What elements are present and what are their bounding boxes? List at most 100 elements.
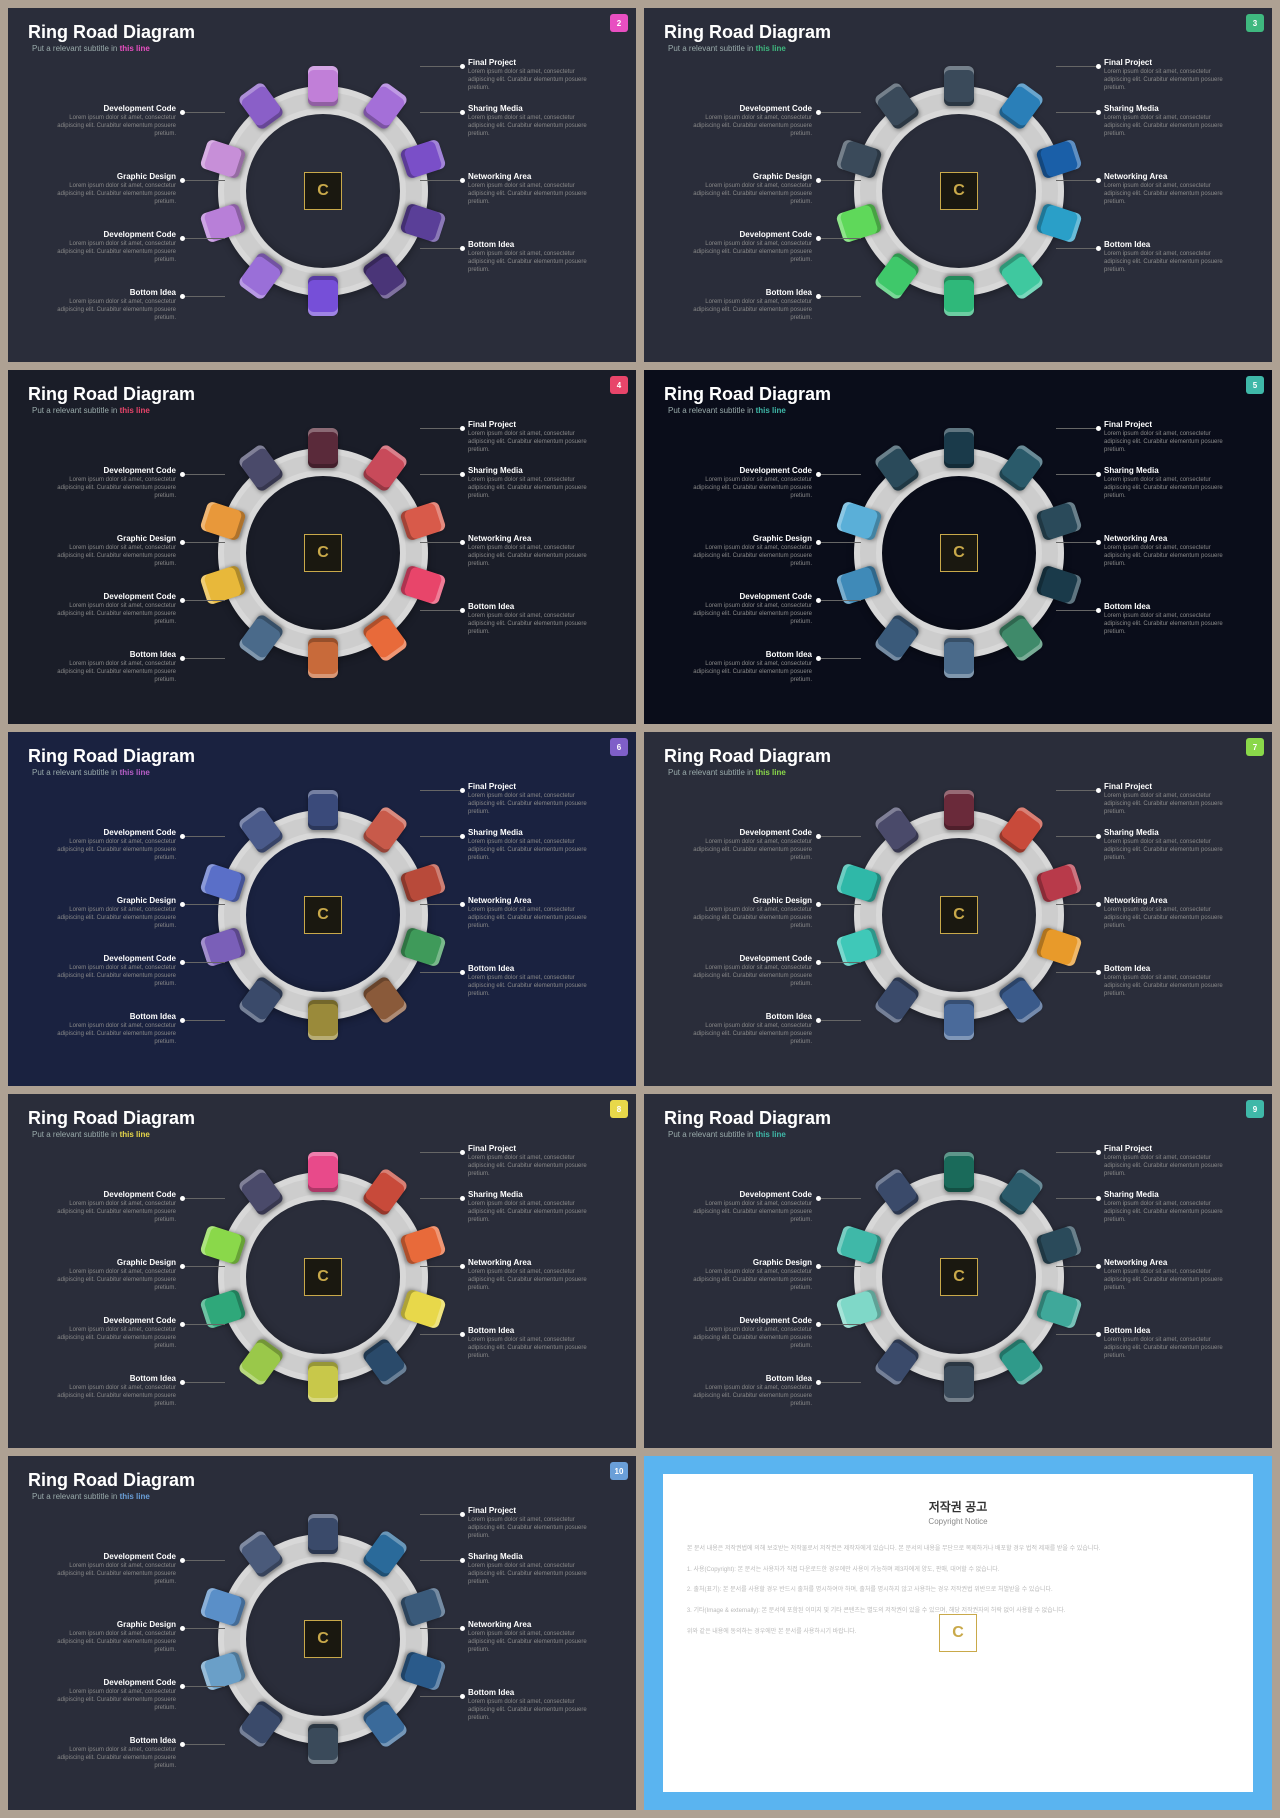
connector-dot: [1096, 1332, 1101, 1337]
label-right: Final ProjectLorem ipsum dolor sit amet,…: [468, 1506, 598, 1540]
connector-line: [1056, 428, 1096, 429]
connector-dot: [1096, 426, 1101, 431]
label-left: Development CodeLorem ipsum dolor sit am…: [644, 466, 812, 500]
label-right: Networking AreaLorem ipsum dolor sit ame…: [468, 1620, 598, 1654]
connector-dot: [1096, 970, 1101, 975]
slide-title: Ring Road Diagram: [28, 384, 195, 405]
connector-line: [185, 238, 225, 239]
notice-paragraph: 2. 출처(표기): 본 문서를 사용할 경우 반드시 출처를 명시하여야 하며…: [687, 1585, 1229, 1596]
label-right: Sharing MediaLorem ipsum dolor sit amet,…: [468, 1552, 598, 1586]
connector-line: [185, 1020, 225, 1021]
label-right: Networking AreaLorem ipsum dolor sit ame…: [1104, 172, 1234, 206]
label-right: Networking AreaLorem ipsum dolor sit ame…: [468, 534, 598, 568]
connector-line: [1056, 836, 1096, 837]
label-left: Graphic DesignLorem ipsum dolor sit amet…: [644, 1258, 812, 1292]
connector-dot: [460, 834, 465, 839]
center-logo: C: [304, 896, 342, 934]
connector-dot: [460, 540, 465, 545]
ring-diagram: C: [834, 428, 1084, 678]
slide-number-badge: 7: [1246, 738, 1264, 756]
connector-dot: [1096, 834, 1101, 839]
connector-dot: [460, 178, 465, 183]
ring-segment: [308, 1362, 338, 1402]
ring-segment: [944, 276, 974, 316]
connector-line: [1056, 1152, 1096, 1153]
label-left: Bottom IdeaLorem ipsum dolor sit amet, c…: [8, 650, 176, 684]
slide-subtitle: Put a relevant subtitle in this line: [668, 768, 786, 777]
label-left: Graphic DesignLorem ipsum dolor sit amet…: [644, 896, 812, 930]
slide-9: 10Ring Road DiagramPut a relevant subtit…: [8, 1456, 636, 1810]
label-right: Networking AreaLorem ipsum dolor sit ame…: [468, 1258, 598, 1292]
connector-dot: [460, 1512, 465, 1517]
connector-line: [821, 658, 861, 659]
ring-segment: [944, 790, 974, 830]
label-right: Final ProjectLorem ipsum dolor sit amet,…: [468, 1144, 598, 1178]
connector-line: [1056, 972, 1096, 973]
slide-subtitle: Put a relevant subtitle in this line: [32, 1130, 150, 1139]
connector-line: [185, 1628, 225, 1629]
connector-line: [1056, 66, 1096, 67]
label-right: Bottom IdeaLorem ipsum dolor sit amet, c…: [468, 602, 598, 636]
connector-line: [420, 248, 460, 249]
connector-line: [1056, 610, 1096, 611]
label-left: Bottom IdeaLorem ipsum dolor sit amet, c…: [644, 1012, 812, 1046]
connector-line: [1056, 904, 1096, 905]
label-left: Graphic DesignLorem ipsum dolor sit amet…: [644, 534, 812, 568]
label-left: Bottom IdeaLorem ipsum dolor sit amet, c…: [644, 288, 812, 322]
ring-segment: [308, 1514, 338, 1554]
slide-title: Ring Road Diagram: [28, 1108, 195, 1129]
connector-line: [185, 962, 225, 963]
connector-dot: [460, 1264, 465, 1269]
ring-diagram: C: [834, 790, 1084, 1040]
center-logo: C: [940, 172, 978, 210]
slide-2: 3Ring Road DiagramPut a relevant subtitl…: [644, 8, 1272, 362]
label-left: Development CodeLorem ipsum dolor sit am…: [644, 828, 812, 862]
ring-diagram: C: [198, 1152, 448, 1402]
label-left: Graphic DesignLorem ipsum dolor sit amet…: [644, 172, 812, 206]
label-left: Development CodeLorem ipsum dolor sit am…: [8, 1678, 176, 1712]
label-left: Graphic DesignLorem ipsum dolor sit amet…: [8, 172, 176, 206]
label-left: Bottom IdeaLorem ipsum dolor sit amet, c…: [8, 1736, 176, 1770]
connector-dot: [1096, 540, 1101, 545]
connector-line: [420, 1696, 460, 1697]
label-left: Graphic DesignLorem ipsum dolor sit amet…: [8, 896, 176, 930]
label-right: Bottom IdeaLorem ipsum dolor sit amet, c…: [468, 240, 598, 274]
label-left: Development CodeLorem ipsum dolor sit am…: [8, 1190, 176, 1224]
connector-line: [185, 1198, 225, 1199]
slide-subtitle: Put a relevant subtitle in this line: [32, 406, 150, 415]
center-logo: C: [304, 172, 342, 210]
connector-line: [185, 474, 225, 475]
connector-line: [821, 600, 861, 601]
connector-dot: [460, 64, 465, 69]
connector-line: [185, 600, 225, 601]
connector-line: [420, 66, 460, 67]
connector-line: [821, 1266, 861, 1267]
label-right: Sharing MediaLorem ipsum dolor sit amet,…: [1104, 828, 1234, 862]
label-left: Development CodeLorem ipsum dolor sit am…: [644, 954, 812, 988]
connector-dot: [1096, 608, 1101, 613]
ring-segment: [308, 1152, 338, 1192]
connector-line: [821, 474, 861, 475]
connector-line: [821, 836, 861, 837]
connector-line: [185, 542, 225, 543]
connector-line: [1056, 542, 1096, 543]
connector-line: [821, 904, 861, 905]
connector-line: [821, 180, 861, 181]
label-right: Final ProjectLorem ipsum dolor sit amet,…: [468, 420, 598, 454]
connector-line: [185, 1686, 225, 1687]
connector-dot: [1096, 178, 1101, 183]
connector-line: [420, 1198, 460, 1199]
connector-line: [1056, 474, 1096, 475]
slide-subtitle: Put a relevant subtitle in this line: [32, 1492, 150, 1501]
slide-number-badge: 10: [610, 1462, 628, 1480]
ring-segment: [308, 1000, 338, 1040]
ring-segment: [308, 276, 338, 316]
connector-dot: [460, 1196, 465, 1201]
label-right: Bottom IdeaLorem ipsum dolor sit amet, c…: [468, 1326, 598, 1360]
label-right: Bottom IdeaLorem ipsum dolor sit amet, c…: [468, 1688, 598, 1722]
slide-4: 5Ring Road DiagramPut a relevant subtitl…: [644, 370, 1272, 724]
ring-segment: [944, 1000, 974, 1040]
ring-diagram: C: [198, 1514, 448, 1764]
ring-diagram: C: [834, 1152, 1084, 1402]
slide-subtitle: Put a relevant subtitle in this line: [32, 44, 150, 53]
